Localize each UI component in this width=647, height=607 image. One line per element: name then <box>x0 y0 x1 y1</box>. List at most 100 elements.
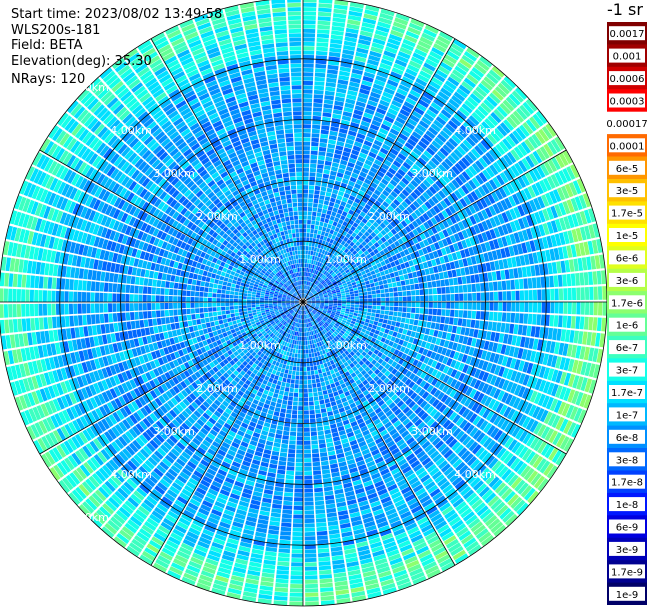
beta-cell-4570 <box>275 371 281 376</box>
beta-cell-408 <box>374 29 389 37</box>
beta-cell-7 <box>303 263 305 268</box>
beta-cell-3889 <box>321 412 328 418</box>
beta-cell-798 <box>397 153 407 161</box>
beta-cell-2011 <box>350 299 355 302</box>
beta-cell-1737 <box>357 286 362 290</box>
beta-cell-4309 <box>281 439 289 445</box>
beta-cell-995 <box>390 202 398 210</box>
beta-cell-65 <box>303 11 317 16</box>
beta-cell-3678 <box>333 391 339 397</box>
beta-cell-158 <box>312 207 318 212</box>
beta-cell-2069 <box>602 286 607 300</box>
beta-cell-55 <box>303 54 315 59</box>
beta-cell-4267 <box>277 557 290 562</box>
beta-cell-1654 <box>578 194 587 209</box>
beta-cell-381 <box>344 143 353 149</box>
beta-cell-2024 <box>407 296 412 302</box>
beta-cell-4242 <box>288 449 296 454</box>
beta-cell-830 <box>310 288 314 292</box>
beta-cell-1384 <box>321 289 326 292</box>
beta-cell-1912 <box>517 267 523 278</box>
beta-cell-889 <box>461 81 474 92</box>
beta-cell-2340 <box>575 345 582 359</box>
beta-cell-46 <box>303 93 313 99</box>
beta-cell-1946 <box>367 294 372 299</box>
beta-cell-1302 <box>517 144 528 157</box>
beta-cell-1790 <box>579 226 587 241</box>
beta-cell-1310 <box>545 123 557 137</box>
beta-cell-204 <box>333 8 347 15</box>
beta-cell-1869 <box>333 296 338 299</box>
beta-cell-443 <box>343 174 351 180</box>
beta-cell-1460 <box>349 276 354 281</box>
beta-cell-2317 <box>477 329 483 339</box>
beta-cell-1925 <box>573 258 579 272</box>
beta-cell-1581 <box>556 187 566 201</box>
beta-cell-607 <box>401 76 414 85</box>
beta-cell-810 <box>426 109 437 119</box>
beta-cell-2438 <box>402 329 408 335</box>
beta-cell-473 <box>383 50 396 59</box>
beta-cell-1156 <box>474 145 484 156</box>
beta-cell-1858 <box>579 242 586 256</box>
beta-cell-399 <box>364 67 377 75</box>
beta-cell-3951 <box>312 383 317 388</box>
beta-cell-1487 <box>453 223 461 232</box>
beta-cell-1848 <box>536 251 543 263</box>
beta-cell-247 <box>330 122 340 128</box>
beta-cell-292 <box>318 225 323 231</box>
beta-cell-1571 <box>517 205 525 217</box>
beta-cell-1458 <box>341 280 347 284</box>
beta-cell-4314 <box>278 460 287 466</box>
beta-cell-2185 <box>506 312 511 323</box>
beta-cell-2171 <box>445 309 451 317</box>
beta-cell-541 <box>394 59 408 68</box>
beta-cell-755 <box>446 50 460 61</box>
beta-cell-1936 <box>324 299 329 301</box>
beta-cell-563 <box>324 250 329 256</box>
beta-cell-1746 <box>395 276 401 282</box>
beta-cell-4021 <box>308 388 313 393</box>
beta-cell-1799 <box>328 295 333 298</box>
beta-cell-470 <box>379 62 392 71</box>
beta-cell-51 <box>303 72 314 77</box>
beta-cell-462 <box>368 95 380 103</box>
beta-cell-1805 <box>354 290 359 294</box>
beta-cell-439 <box>337 190 345 197</box>
beta-cell-4130 <box>304 562 317 567</box>
beta-cell-635 <box>332 240 338 246</box>
beta-cell-994 <box>387 205 395 213</box>
beta-cell-2429 <box>365 318 370 323</box>
beta-cell-1992 <box>566 273 572 287</box>
beta-cell-1125 <box>374 235 380 242</box>
beta-cell-1245 <box>317 289 321 293</box>
beta-cell-1279 <box>436 202 444 212</box>
beta-cell-1308 <box>538 128 550 142</box>
beta-cell-2040 <box>476 292 481 301</box>
beta-cell-2306 <box>430 322 436 329</box>
beta-cell-2335 <box>554 342 560 355</box>
beta-cell-482 <box>395 13 410 22</box>
beta-cell-1041 <box>324 277 329 282</box>
beta-cell-936 <box>412 163 421 173</box>
beta-cell-1680 <box>406 267 412 274</box>
beta-cell-1362 <box>492 176 502 188</box>
beta-cell-518 <box>359 152 368 159</box>
beta-cell-4294 <box>291 375 296 380</box>
beta-cell-741 <box>415 103 427 112</box>
beta-cell-2376 <box>433 330 439 337</box>
beta-cell-1129 <box>386 223 394 231</box>
beta-cell-3820 <box>327 411 334 417</box>
beta-cell-4263 <box>279 539 291 545</box>
beta-cell-2093 <box>407 302 412 307</box>
beta-cell-1076 <box>432 170 441 179</box>
beta-cell-1686 <box>431 259 437 267</box>
beta-cell-1466 <box>372 264 378 270</box>
beta-cell-1611 <box>404 261 410 268</box>
beta-cell-1592 <box>327 291 332 294</box>
beta-cell-477 <box>388 33 403 42</box>
beta-cell-4231 <box>292 401 298 406</box>
beta-cell-1920 <box>551 262 558 274</box>
beta-cell-1528 <box>346 281 352 285</box>
beta-cell-4569 <box>277 367 282 372</box>
